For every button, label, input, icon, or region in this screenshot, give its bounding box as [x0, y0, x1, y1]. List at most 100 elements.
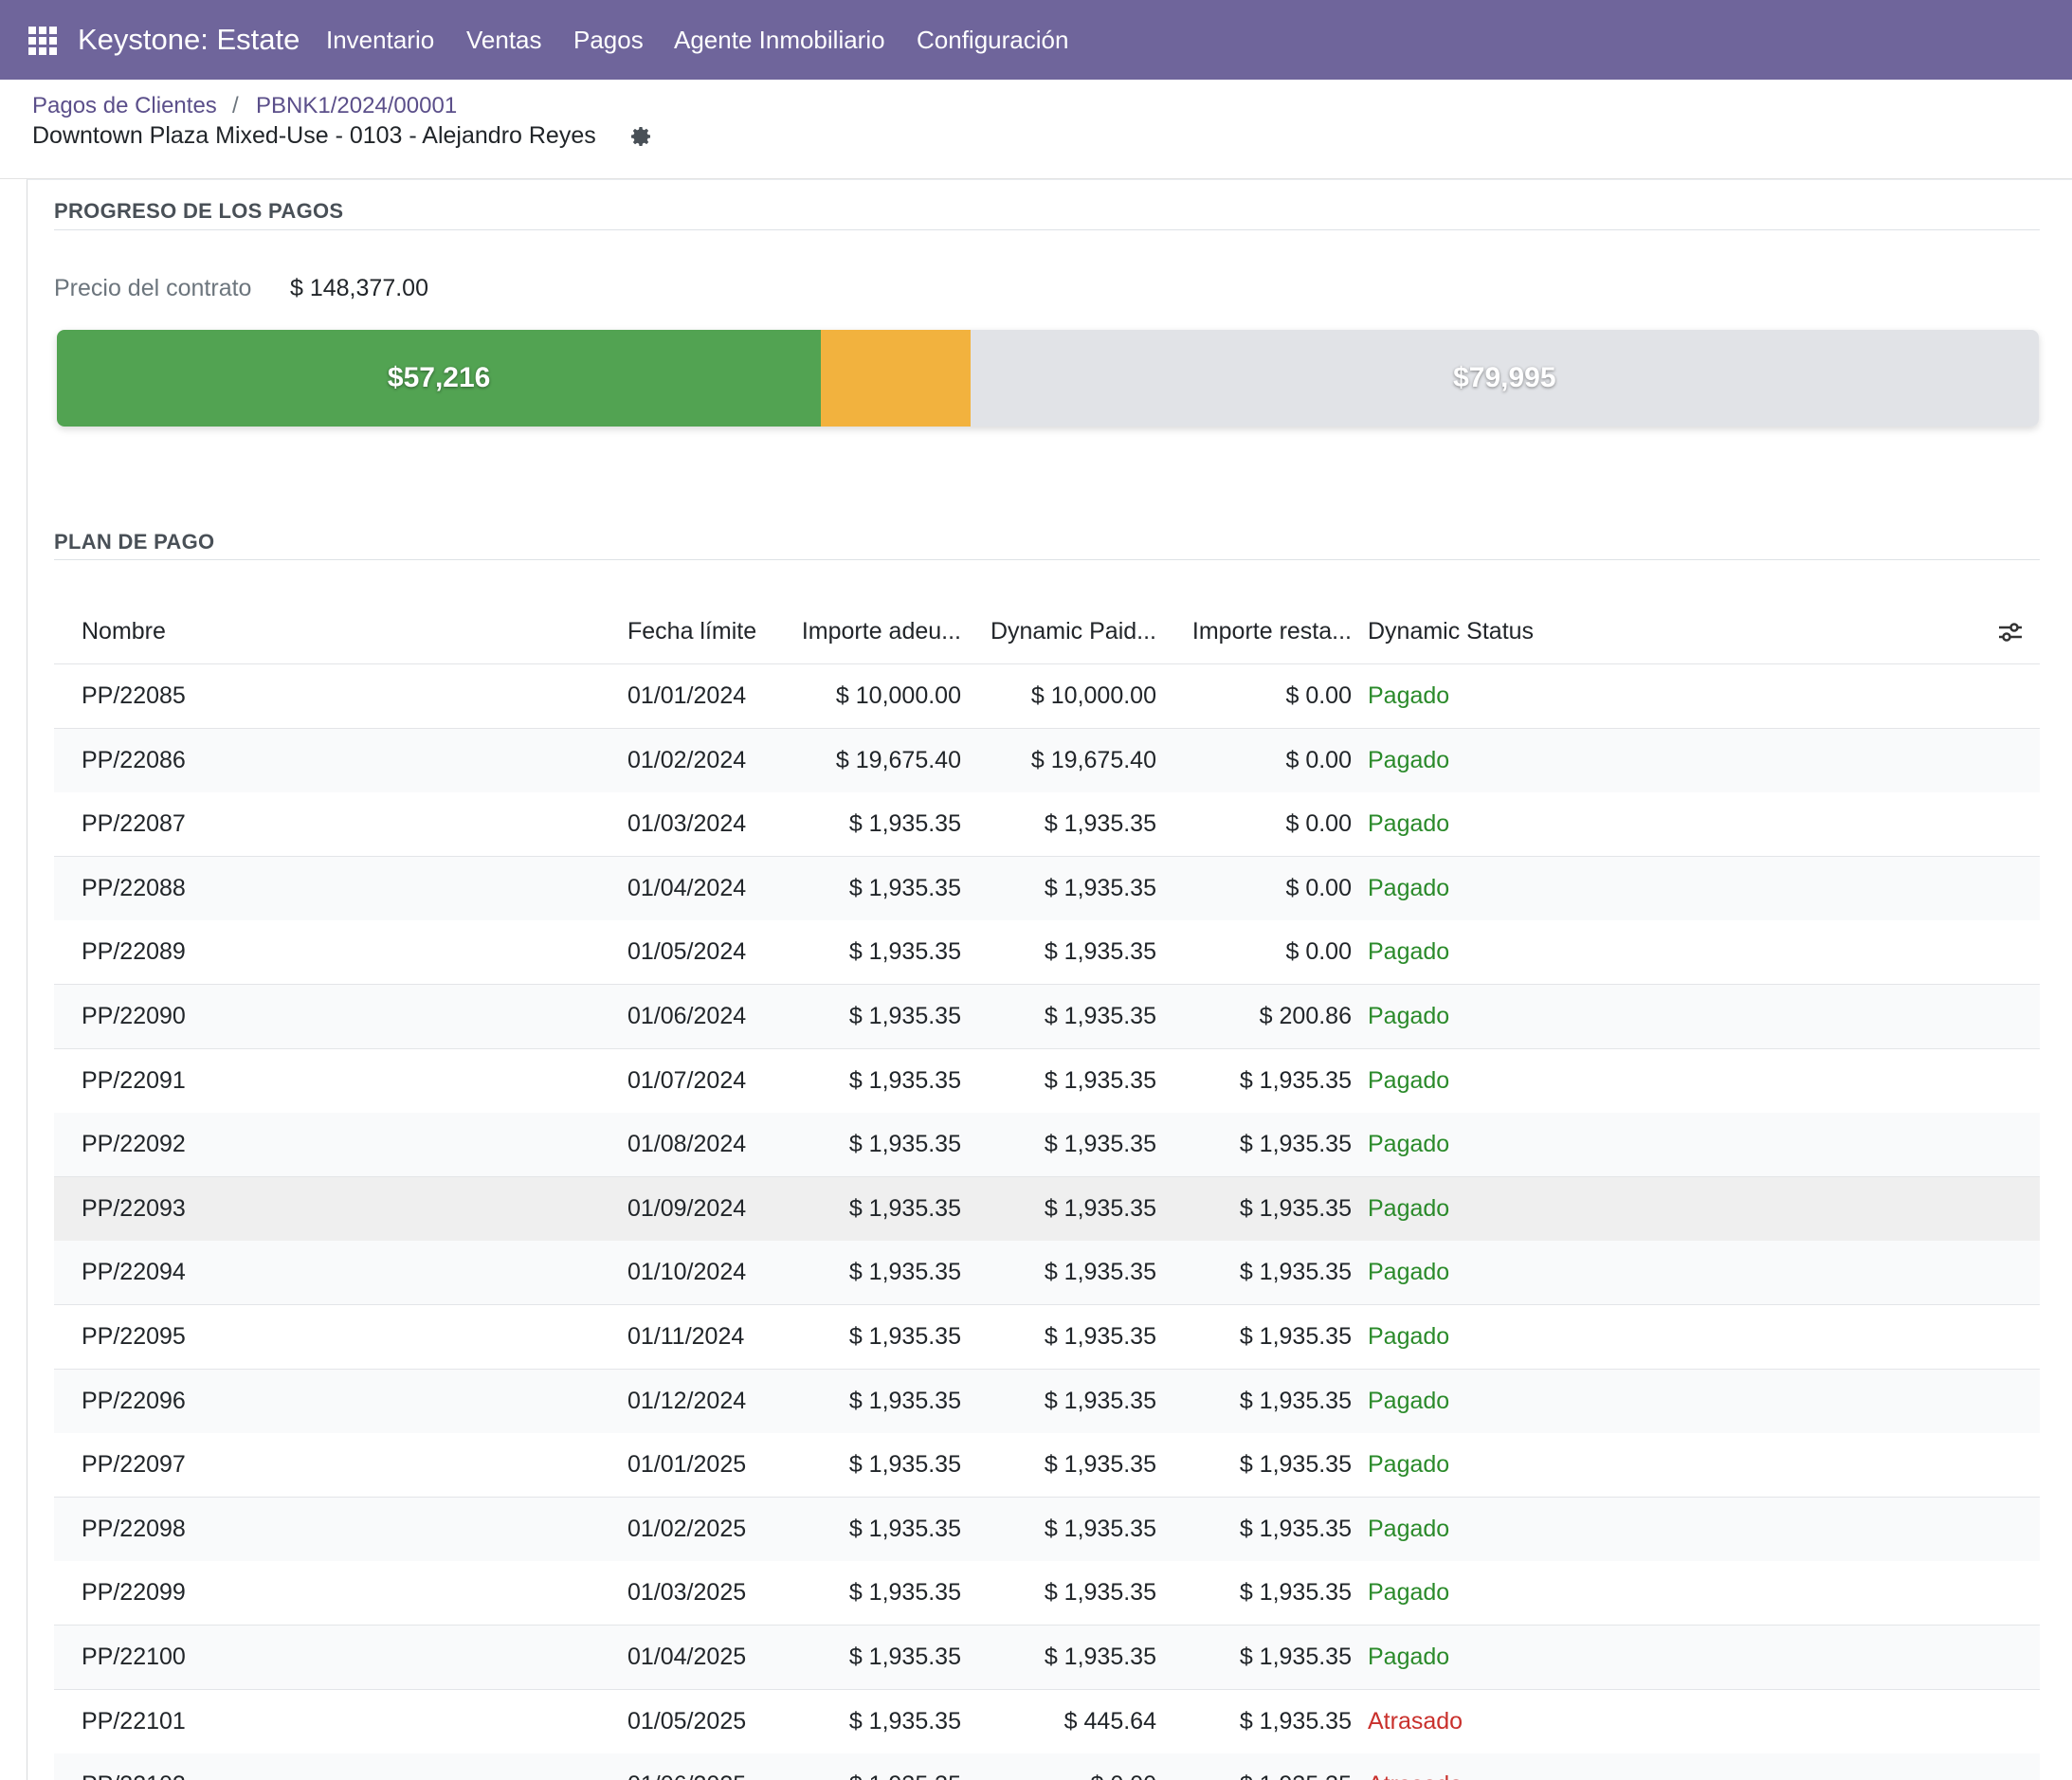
optional-columns-icon[interactable] [1997, 619, 2024, 645]
table-cell: $ 0.00 [1090, 1753, 1156, 1780]
control-panel: Pagos de Clientes / PBNK1/2024/00001 Dow… [0, 80, 2072, 179]
table-cell: $ 1,935.35 [849, 920, 961, 984]
table-row[interactable]: PP/2210001/04/2025$ 1,935.35$ 1,935.35$ … [54, 1626, 2040, 1690]
table-cell: $ 1,935.35 [849, 1177, 961, 1241]
table-row[interactable]: PP/2209701/01/2025$ 1,935.35$ 1,935.35$ … [54, 1433, 2040, 1498]
table-cell: 01/03/2024 [627, 792, 746, 856]
table-cell: $ 1,935.35 [1240, 1753, 1352, 1780]
apps-icon[interactable] [28, 27, 57, 55]
column-header[interactable]: Dynamic Paid... [991, 600, 1156, 663]
section-title: PLAN DE PAGO [54, 530, 214, 554]
table-row[interactable]: PP/2209201/08/2024$ 1,935.35$ 1,935.35$ … [54, 1113, 2040, 1177]
table-cell: $ 0.00 [1285, 920, 1352, 984]
column-header[interactable]: Importe resta... [1192, 600, 1352, 663]
table-cell: $ 1,935.35 [1045, 857, 1156, 920]
table-row[interactable]: PP/2209801/02/2025$ 1,935.35$ 1,935.35$ … [54, 1498, 2040, 1562]
table-row[interactable]: PP/2209601/12/2024$ 1,935.35$ 1,935.35$ … [54, 1370, 2040, 1434]
table-row[interactable]: PP/2209901/03/2025$ 1,935.35$ 1,935.35$ … [54, 1561, 2040, 1626]
column-header[interactable]: Dynamic Status [1368, 600, 1534, 663]
table-header: Nombre Fecha límite Importe adeu... Dynamic… [54, 600, 2040, 664]
table-row[interactable]: PP/2208701/03/2024$ 1,935.35$ 1,935.35$ … [54, 792, 2040, 857]
table-cell: $ 1,935.35 [1045, 792, 1156, 856]
progress-segment [821, 330, 970, 427]
table-cell: $ 1,935.35 [849, 1753, 961, 1780]
column-header[interactable]: Importe adeu... [802, 600, 961, 663]
menu-item[interactable]: Agente Inmobiliario [674, 0, 885, 80]
status-cell: Pagado [1368, 1305, 1449, 1369]
gear-icon[interactable] [630, 125, 653, 148]
status-cell: Pagado [1368, 857, 1449, 920]
table-cell: $ 1,935.35 [849, 1626, 961, 1689]
table-cell: $ 1,935.35 [1045, 1561, 1156, 1625]
table-row[interactable]: PP/2209001/06/2024$ 1,935.35$ 1,935.35$ … [54, 985, 2040, 1049]
breadcrumb-separator: / [232, 93, 239, 119]
table-cell: $ 200.86 [1260, 985, 1352, 1048]
table-cell: PP/22101 [82, 1690, 186, 1753]
table-cell: $ 1,935.35 [1045, 1370, 1156, 1433]
table-row[interactable]: PP/2208501/01/2024$ 10,000.00$ 10,000.00… [54, 664, 2040, 729]
table-row[interactable]: PP/2208801/04/2024$ 1,935.35$ 1,935.35$ … [54, 857, 2040, 921]
table-cell: 01/05/2025 [627, 1690, 746, 1753]
menu-item[interactable]: Pagos [573, 0, 644, 80]
table-cell: PP/22098 [82, 1498, 186, 1561]
table-cell: $ 1,935.35 [1045, 1241, 1156, 1304]
table-cell: $ 10,000.00 [836, 664, 961, 728]
column-header[interactable]: Nombre [82, 600, 166, 663]
table-cell: $ 1,935.35 [849, 792, 961, 856]
table-cell: $ 1,935.35 [1045, 1177, 1156, 1241]
status-cell: Atrasado [1368, 1690, 1463, 1753]
table-cell: $ 1,935.35 [1240, 1690, 1352, 1753]
table-row[interactable]: PP/2209501/11/2024$ 1,935.35$ 1,935.35$ … [54, 1305, 2040, 1370]
table-cell: $ 1,935.35 [1045, 1626, 1156, 1689]
table-cell: $ 1,935.35 [1240, 1370, 1352, 1433]
segment-label: $57,216 [388, 362, 490, 394]
table-cell: 01/04/2024 [627, 857, 746, 920]
table-cell: $ 1,935.35 [849, 1049, 961, 1113]
brand[interactable]: Keystone: Estate [78, 0, 300, 80]
table-row[interactable]: PP/2208901/05/2024$ 1,935.35$ 1,935.35$ … [54, 920, 2040, 985]
table-cell: $ 1,935.35 [1240, 1177, 1352, 1241]
section-rule [54, 229, 2040, 230]
table-row[interactable]: PP/2210101/05/2025$ 1,935.35$ 445.64$ 1,… [54, 1690, 2040, 1754]
status-cell: Pagado [1368, 1113, 1449, 1176]
table-cell: PP/22102 [82, 1753, 186, 1780]
status-cell: Pagado [1368, 1241, 1449, 1304]
menu-item[interactable]: Configuración [917, 0, 1068, 80]
table-cell: 01/06/2024 [627, 985, 746, 1048]
status-cell: Pagado [1368, 1626, 1449, 1689]
status-cell: Pagado [1368, 1498, 1449, 1561]
breadcrumb-link[interactable]: Pagos de Clientes [32, 93, 217, 119]
table-cell: $ 0.00 [1285, 792, 1352, 856]
table-cell: $ 0.00 [1285, 664, 1352, 728]
table-row[interactable]: PP/2210201/06/2025$ 1,935.35$ 0.00$ 1,93… [54, 1753, 2040, 1780]
table-cell: 01/07/2024 [627, 1049, 746, 1113]
table-cell: 01/03/2025 [627, 1561, 746, 1625]
status-cell: Pagado [1368, 1370, 1449, 1433]
menu-item[interactable]: Inventario [326, 0, 434, 80]
progress-bar: $57,216$79,995 [57, 330, 2039, 427]
table-row[interactable]: PP/2209401/10/2024$ 1,935.35$ 1,935.35$ … [54, 1241, 2040, 1305]
table-cell: PP/22086 [82, 729, 186, 792]
menu-item[interactable]: Ventas [466, 0, 542, 80]
table-cell: 01/01/2024 [627, 664, 746, 728]
breadcrumb-current[interactable]: PBNK1/2024/00001 [256, 93, 457, 119]
status-cell: Pagado [1368, 920, 1449, 984]
table-cell: PP/22100 [82, 1626, 186, 1689]
column-header[interactable]: Fecha límite [627, 600, 756, 663]
table-cell: PP/22088 [82, 857, 186, 920]
navbar: Keystone: Estate Inventario Ventas Pagos Ag… [0, 0, 2072, 80]
record-title: Downtown Plaza Mixed-Use - 0103 - Alejan… [32, 122, 596, 150]
table-row[interactable]: PP/2209101/07/2024$ 1,935.35$ 1,935.35$ … [54, 1049, 2040, 1114]
table-cell: $ 1,935.35 [1240, 1241, 1352, 1304]
table-row[interactable]: PP/2209301/09/2024$ 1,935.35$ 1,935.35$ … [54, 1177, 2040, 1242]
status-cell: Pagado [1368, 1177, 1449, 1241]
table-cell: $ 1,935.35 [1240, 1626, 1352, 1689]
table-cell: $ 1,935.35 [849, 1498, 961, 1561]
table-cell: $ 0.00 [1285, 729, 1352, 792]
table-cell: $ 0.00 [1285, 857, 1352, 920]
table-cell: 01/08/2024 [627, 1113, 746, 1176]
table-cell: $ 1,935.35 [1240, 1561, 1352, 1625]
status-cell: Pagado [1368, 729, 1449, 792]
table-row[interactable]: PP/2208601/02/2024$ 19,675.40$ 19,675.40… [54, 729, 2040, 793]
